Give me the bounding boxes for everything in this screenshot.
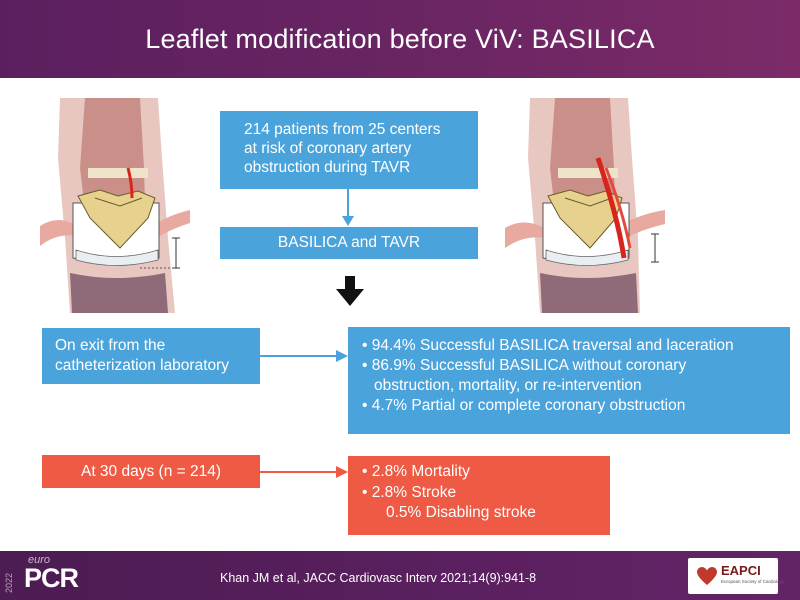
exit-label-line: On exit from the	[55, 337, 166, 354]
procedure-label: BASILICA and TAVR	[277, 234, 421, 251]
year-text: 2022	[4, 573, 14, 593]
valve-illustration-left	[40, 98, 190, 313]
slide-title: Leaflet modification before ViV: BASILIC…	[145, 23, 655, 54]
result-item: • 94.4% Successful BASILICA traversal an…	[362, 337, 734, 354]
exit-label-line: catheterization laboratory	[55, 357, 230, 374]
citation: Khan JM et al, JACC Cardiovasc Interv 20…	[220, 571, 537, 585]
patients-box: 214 patients from 25 centers at risk of …	[220, 111, 478, 189]
eapci-name: EAPCI	[721, 563, 761, 578]
year-label: 2022	[4, 573, 14, 593]
procedure-box: BASILICA and TAVR	[220, 227, 478, 259]
patients-line: 214 patients from 25 centers	[244, 121, 441, 138]
exit-label-box: On exit from the catheterization laborat…	[42, 328, 260, 384]
day30-item: • 2.8% Mortality	[362, 463, 470, 480]
result-item: • 4.7% Partial or complete coronary obst…	[362, 397, 686, 414]
eapci-subtitle: European Society of Cardiology	[721, 579, 785, 584]
day30-subitem: 0.5% Disabling stroke	[386, 504, 536, 521]
exit-results-box: • 94.4% Successful BASILICA traversal an…	[348, 327, 790, 434]
arrow-down-black	[336, 276, 364, 306]
result-item-continued: obstruction, mortality, or re-interventi…	[374, 377, 642, 394]
arrow-right-blue	[260, 350, 348, 362]
day30-label-box: At 30 days (n = 214)	[42, 455, 260, 488]
valve-illustration-right	[505, 98, 665, 313]
eapci-logo: EAPCI European Society of Cardiology	[688, 558, 784, 594]
day30-label: At 30 days (n = 214)	[80, 462, 221, 480]
patients-line: obstruction during TAVR	[244, 159, 411, 176]
patients-line: at risk of coronary artery	[244, 140, 412, 157]
heart-icon	[697, 567, 717, 585]
day30-results-box: • 2.8% Mortality • 2.8% Stroke 0.5% Disa…	[348, 456, 610, 535]
arrow-down-small	[342, 189, 354, 226]
day30-item: • 2.8% Stroke	[362, 483, 457, 501]
arrow-right-red	[260, 466, 348, 478]
result-item: • 86.9% Successful BASILICA without coro…	[362, 357, 687, 374]
brand-euro: euro	[28, 554, 51, 566]
slide-footer: 2022 euro PCR Khan JM et al, JACC Cardio…	[0, 551, 800, 600]
brand-pcr-logo: PCR	[24, 563, 79, 593]
slide-header: Leaflet modification before ViV: BASILIC…	[0, 0, 800, 78]
